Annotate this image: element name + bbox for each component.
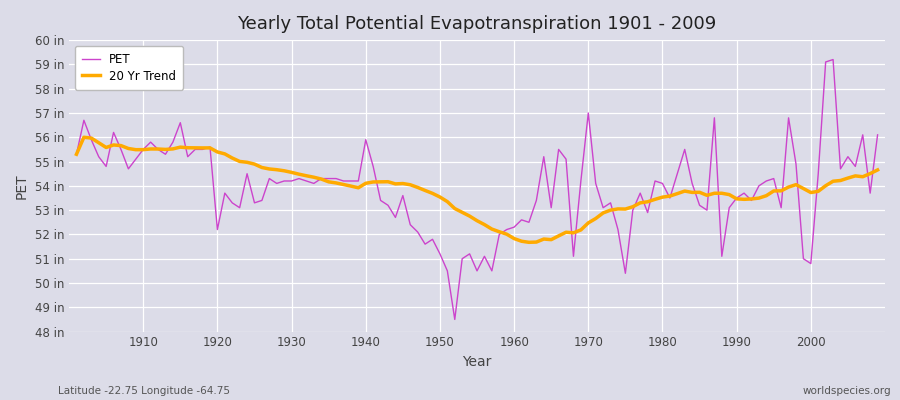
20 Yr Trend <box>516 239 526 244</box>
Text: worldspecies.org: worldspecies.org <box>803 386 891 396</box>
20 Yr Trend <box>138 147 148 152</box>
PET <box>516 218 526 222</box>
Line: 20 Yr Trend: 20 Yr Trend <box>76 137 878 242</box>
X-axis label: Year: Year <box>463 355 491 369</box>
PET <box>71 152 82 157</box>
PET <box>828 57 839 62</box>
20 Yr Trend <box>301 173 311 178</box>
20 Yr Trend <box>613 206 624 211</box>
PET <box>872 132 883 137</box>
20 Yr Trend <box>524 240 535 245</box>
20 Yr Trend <box>71 152 82 157</box>
Y-axis label: PET: PET <box>15 173 29 199</box>
PET <box>293 176 304 181</box>
20 Yr Trend <box>346 184 356 188</box>
PET <box>605 200 616 205</box>
Title: Yearly Total Potential Evapotranspiration 1901 - 2009: Yearly Total Potential Evapotranspiratio… <box>238 15 716 33</box>
20 Yr Trend <box>872 168 883 172</box>
PET <box>508 225 519 230</box>
20 Yr Trend <box>508 236 519 241</box>
PET <box>449 317 460 322</box>
Legend: PET, 20 Yr Trend: PET, 20 Yr Trend <box>75 46 184 90</box>
Line: PET: PET <box>76 60 878 320</box>
PET <box>338 178 349 183</box>
20 Yr Trend <box>78 135 89 140</box>
PET <box>130 157 141 162</box>
Text: Latitude -22.75 Longitude -64.75: Latitude -22.75 Longitude -64.75 <box>58 386 230 396</box>
